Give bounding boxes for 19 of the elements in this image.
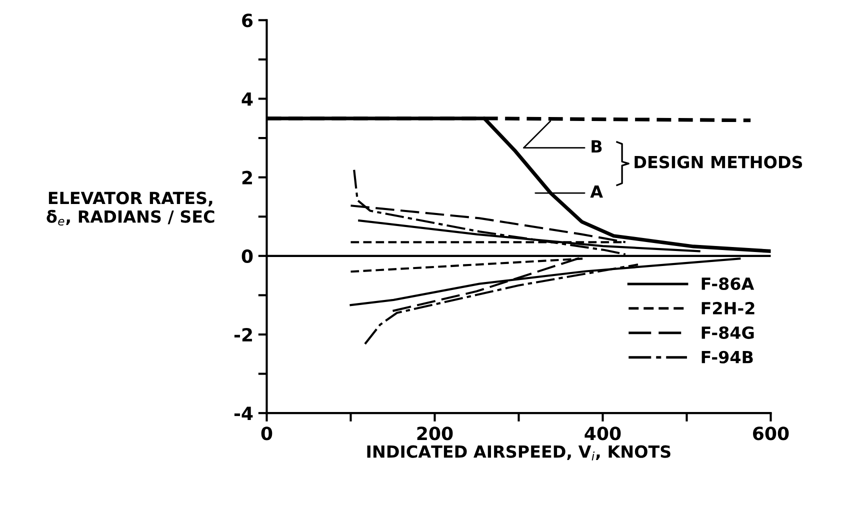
annotation: DESIGN METHODS	[634, 156, 802, 168]
y-tick-label: -2	[234, 328, 252, 342]
x-tick-label: 600	[753, 426, 789, 440]
x-tick-label: 200	[417, 426, 453, 440]
series-label: B	[592, 140, 602, 152]
y-tick-label: 6	[242, 14, 253, 28]
y-tick-label: 2	[242, 170, 252, 184]
x-tick-label: 0	[261, 426, 272, 440]
legend-label: F-94B	[702, 350, 753, 364]
y-axis-title: ELEVATOR RATES, δ̇$_{e}$, RADIANS / SEC	[46, 192, 214, 226]
legend-label: A	[590, 185, 603, 198]
legend-label: F2H-2	[702, 302, 754, 314]
x-tick-label: 400	[584, 426, 621, 440]
y-tick-label: 0	[242, 249, 253, 264]
x-axis-title: INDICATED AIRSPEED, V$_{i}$, KNOTS	[367, 445, 670, 460]
y-tick-label: 4	[242, 92, 253, 106]
y-tick-label: -4	[234, 406, 253, 420]
legend-label: F-84G	[702, 326, 754, 339]
legend-label: F-86A	[702, 277, 754, 290]
